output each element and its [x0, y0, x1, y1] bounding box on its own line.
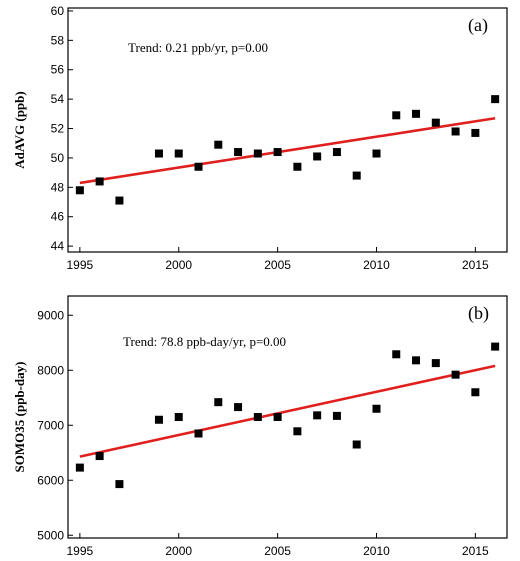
y-axis-label-a: AdAVG (ppb)	[12, 91, 27, 168]
panel-label-b: (b)	[468, 303, 489, 324]
data-point-b-2003	[234, 403, 243, 412]
data-point-a-2006	[293, 162, 302, 171]
data-point-a-1996	[95, 177, 104, 186]
data-point-a-2015	[471, 128, 480, 137]
y-tick-label-a: 48	[51, 180, 65, 194]
data-point-a-2003	[234, 148, 243, 157]
x-tick-label-a: 2005	[264, 258, 291, 272]
data-point-a-2005	[273, 148, 282, 157]
data-point-b-2011	[392, 350, 401, 359]
panel-a: AdAVG (ppb) Trend: 0.21 ppb/yr, p=0.00 (…	[12, 4, 508, 272]
y-tick-label-b: 9000	[37, 308, 64, 322]
plot-frame-b	[67, 295, 508, 539]
data-point-a-2010	[372, 149, 381, 158]
data-point-b-2009	[352, 440, 361, 449]
data-point-a-2014	[451, 127, 460, 136]
data-point-b-2015	[471, 388, 480, 397]
data-point-b-2000	[174, 413, 183, 421]
data-point-b-2013	[431, 359, 440, 368]
trend-line-a	[79, 116, 496, 185]
trend-annotation-a: Trend: 0.21 ppb/yr, p=0.00	[128, 40, 268, 55]
x-tick-label-b: 2000	[165, 544, 192, 558]
y-tick-label-a: 58	[51, 33, 65, 47]
y-tick-label-b: 5000	[37, 528, 64, 542]
plot-frame-a	[67, 7, 508, 253]
data-point-a-2007	[313, 152, 322, 161]
y-tick-label-a: 46	[51, 210, 65, 224]
y-tick-label-a: 60	[51, 4, 65, 18]
data-point-a-2013	[431, 118, 440, 127]
data-point-a-2001	[194, 162, 203, 171]
data-point-b-2010	[372, 404, 381, 413]
x-tick-label-a: 2000	[165, 258, 192, 272]
data-point-a-2002	[214, 140, 223, 149]
y-tick-label-a: 56	[51, 63, 65, 77]
data-point-b-1997	[115, 480, 124, 489]
y-tick-label-b: 8000	[37, 363, 64, 377]
y-tick-label-b: 7000	[37, 418, 64, 432]
data-point-b-1996	[95, 452, 104, 461]
data-point-a-1997	[115, 196, 124, 205]
data-point-a-2009	[352, 171, 361, 180]
data-point-b-2008	[332, 411, 341, 420]
panel-label-a: (a)	[468, 15, 488, 36]
x-tick-label-b: 2005	[264, 544, 291, 558]
data-point-a-2000	[174, 149, 183, 158]
x-tick-label-a: 1995	[67, 258, 94, 272]
data-point-a-2011	[392, 111, 401, 120]
x-tick-label-b: 1995	[67, 544, 94, 558]
y-tick-label-a: 54	[51, 92, 65, 106]
data-point-b-2001	[194, 429, 203, 438]
y-tick-label-a: 50	[51, 151, 65, 165]
data-point-b-1999	[154, 415, 163, 424]
x-tick-label-b: 2010	[363, 544, 390, 558]
trend-annotation-b: Trend: 78.8 ppb-day/yr, p=0.00	[123, 334, 286, 349]
panel-b: SOMO35 (ppb-day) Trend: 78.8 ppb-day/yr,…	[12, 295, 508, 558]
data-point-a-2004	[253, 149, 262, 158]
data-point-a-2012	[412, 109, 421, 118]
data-point-a-2008	[332, 148, 341, 157]
data-point-b-1995	[75, 463, 84, 472]
data-point-b-2012	[412, 356, 421, 365]
y-axis-label-b: SOMO35 (ppb-day)	[12, 362, 27, 473]
data-point-a-1995	[75, 186, 84, 195]
data-point-b-2014	[451, 370, 460, 379]
y-tick-label-b: 6000	[37, 473, 64, 487]
x-tick-label-a: 2010	[363, 258, 390, 272]
data-point-b-2016	[491, 342, 500, 351]
data-point-b-2006	[293, 427, 302, 436]
data-point-b-2004	[253, 413, 262, 421]
trend-line-b	[79, 364, 496, 458]
data-point-a-1999	[154, 149, 163, 158]
y-tick-label-a: 52	[51, 122, 65, 136]
x-tick-label-b: 2015	[462, 544, 489, 558]
data-point-b-2005	[273, 413, 282, 421]
data-point-b-2002	[214, 398, 223, 407]
y-tick-label-a: 44	[51, 239, 65, 253]
x-tick-label-a: 2015	[462, 258, 489, 272]
data-point-b-2007	[313, 411, 322, 420]
data-point-a-2016	[491, 95, 500, 104]
